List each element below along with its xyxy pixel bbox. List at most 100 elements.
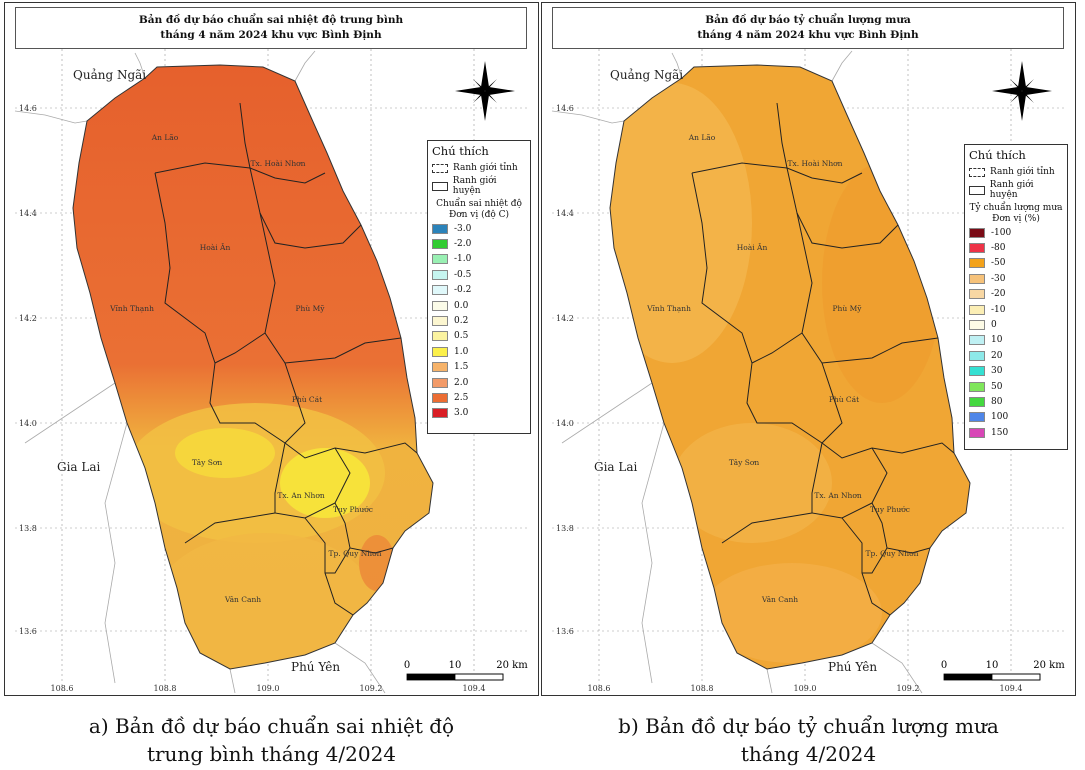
province-boundary-swatch xyxy=(432,163,448,173)
district-vinh-thanh: Vĩnh Thạnh xyxy=(109,304,154,313)
legend-item-label: 2.0 xyxy=(454,377,469,388)
legend-item: 0 xyxy=(969,317,1063,332)
district-quy-nhon: Tp. Quy Nhơn xyxy=(866,549,919,558)
legend-item-label: -100 xyxy=(991,227,1012,238)
legend-item-label: -0.2 xyxy=(454,285,472,296)
legend-title: Chú thích xyxy=(969,148,1026,162)
district-phu-cat: Phù Cát xyxy=(292,395,322,404)
legend-swatch xyxy=(432,408,448,419)
legend-swatch xyxy=(969,289,985,300)
label-phu-yen: Phú Yên xyxy=(291,660,340,674)
legend-swatch xyxy=(432,254,448,265)
legend-item-label: 10 xyxy=(991,335,1003,346)
district-van-canh: Vân Canh xyxy=(761,595,798,604)
legend-line-label: Ranh giới tỉnh xyxy=(990,167,1055,177)
lon-tick: 108.6 xyxy=(51,684,74,693)
district-van-canh: Vân Canh xyxy=(224,595,261,604)
lat-tick: 13.6 xyxy=(19,627,37,636)
legend-item-label: -30 xyxy=(991,273,1006,284)
district-quy-nhon: Tp. Quy Nhơn xyxy=(329,549,382,558)
legend-line-label: Ranh giới tỉnh xyxy=(453,163,518,173)
legend-item: -3.0 xyxy=(432,221,526,236)
district-hoai-an: Hoài Ân xyxy=(737,243,768,252)
scale-bar: 0 10 20 km xyxy=(404,660,528,681)
district-tuy-phuoc: Tuy Phước xyxy=(333,505,373,514)
legend-item: -0.5 xyxy=(432,267,526,282)
legend-swatch xyxy=(432,316,448,327)
legend-item: 10 xyxy=(969,333,1063,348)
district-hoai-an: Hoài Ân xyxy=(200,243,231,252)
legend-swatch xyxy=(969,243,985,254)
map-panel-rainfall: 0 10 20 km 14.6 14.4 14.2 14.0 13.8 13.6… xyxy=(541,2,1076,696)
legend-item: 1.0 xyxy=(432,344,526,359)
lat-tick: 14.6 xyxy=(556,104,574,113)
district-hoai-nhon: Tx. Hoài Nhơn xyxy=(787,159,842,168)
legend-item: 100 xyxy=(969,410,1063,425)
legend-item-label: -3.0 xyxy=(454,223,472,234)
legend-item-label: -50 xyxy=(991,258,1006,269)
lat-tick: 14.4 xyxy=(556,209,574,218)
legend-items: -3.0 -2.0 -1.0 -0.5 -0.2 0.0 0.2 0.5 1.0 1.5 2.0 2.… xyxy=(432,221,526,421)
caption-rainfall: b) Bản đồ dự báo tỷ chuẩn lượng mưa thán… xyxy=(541,712,1076,768)
legend-item: -50 xyxy=(969,256,1063,271)
legend-item: -0.2 xyxy=(432,283,526,298)
legend-unit: Đơn vị (độ C) xyxy=(448,210,510,220)
province-boundary-swatch xyxy=(969,167,985,177)
legend-temperature: Chú thích Ranh giới tỉnh Ranh giới huyện… xyxy=(427,140,531,434)
map-panel-temperature: 0 10 20 km 14.6 14.4 14.2 14.0 13.8 13.6… xyxy=(4,2,539,696)
legend-item-label: 30 xyxy=(991,366,1003,377)
legend-line-label: Ranh giới huyện xyxy=(452,176,497,196)
district-tay-son: Tây Sơn xyxy=(192,458,223,467)
legend-line-label: Ranh giới huyện xyxy=(989,180,1034,200)
legend-item: 2.5 xyxy=(432,390,526,405)
legend-item-label: 3.0 xyxy=(454,408,469,419)
legend-unit: Đơn vị (%) xyxy=(992,214,1040,224)
map-title-temperature: Bản đồ dự báo chuẩn sai nhiệt độ trung b… xyxy=(15,7,527,49)
lat-tick: 13.8 xyxy=(556,524,574,533)
legend-swatch xyxy=(969,227,985,238)
scale-bar: 0 10 20 km xyxy=(941,660,1065,681)
district-an-nhon: Tx. An Nhơn xyxy=(814,491,862,500)
legend-swatch xyxy=(432,377,448,388)
lon-tick: 109.4 xyxy=(1000,684,1023,693)
legend-swatch xyxy=(969,350,985,361)
lon-tick: 109.0 xyxy=(794,684,817,693)
legend-item-label: 20 xyxy=(991,350,1003,361)
legend-item-label: 0.2 xyxy=(454,316,469,327)
lat-tick: 14.2 xyxy=(556,314,574,323)
district-boundary-swatch xyxy=(969,185,985,195)
legend-item: -10 xyxy=(969,302,1063,317)
legend-item-label: -80 xyxy=(991,243,1006,254)
legend-item-label: 0.0 xyxy=(454,300,469,311)
scale-end: 20 km xyxy=(1033,660,1065,671)
legend-swatch xyxy=(432,331,448,342)
scale-mid: 10 xyxy=(449,660,462,671)
lon-tick: 109.2 xyxy=(360,684,383,693)
legend-item-label: -20 xyxy=(991,289,1006,300)
legend-swatch xyxy=(969,320,985,331)
label-gia-lai: Gia Lai xyxy=(57,460,101,474)
lon-tick: 109.0 xyxy=(257,684,280,693)
legend-swatch xyxy=(432,300,448,311)
legend-swatch xyxy=(432,285,448,296)
legend-swatch xyxy=(432,269,448,280)
district-tuy-phuoc: Tuy Phước xyxy=(870,505,910,514)
legend-swatch xyxy=(432,223,448,234)
legend-swatch xyxy=(969,381,985,392)
legend-swatch xyxy=(969,304,985,315)
lat-tick: 14.2 xyxy=(19,314,37,323)
legend-item-label: 100 xyxy=(991,412,1009,423)
district-boundary-swatch xyxy=(432,181,448,191)
legend-item: 150 xyxy=(969,425,1063,440)
district-an-nhon: Tx. An Nhơn xyxy=(277,491,325,500)
scale-mid: 10 xyxy=(986,660,999,671)
legend-rainfall: Chú thích Ranh giới tỉnh Ranh giới huyện… xyxy=(964,144,1068,450)
caption-line2: trung bình tháng 4/2024 xyxy=(146,742,397,766)
label-phu-yen: Phú Yên xyxy=(828,660,877,674)
legend-item-label: 1.0 xyxy=(454,346,469,357)
lat-tick: 14.6 xyxy=(19,104,37,113)
legend-item: 0.0 xyxy=(432,298,526,313)
lat-tick: 13.8 xyxy=(19,524,37,533)
legend-item: -20 xyxy=(969,287,1063,302)
legend-swatch xyxy=(969,427,985,438)
